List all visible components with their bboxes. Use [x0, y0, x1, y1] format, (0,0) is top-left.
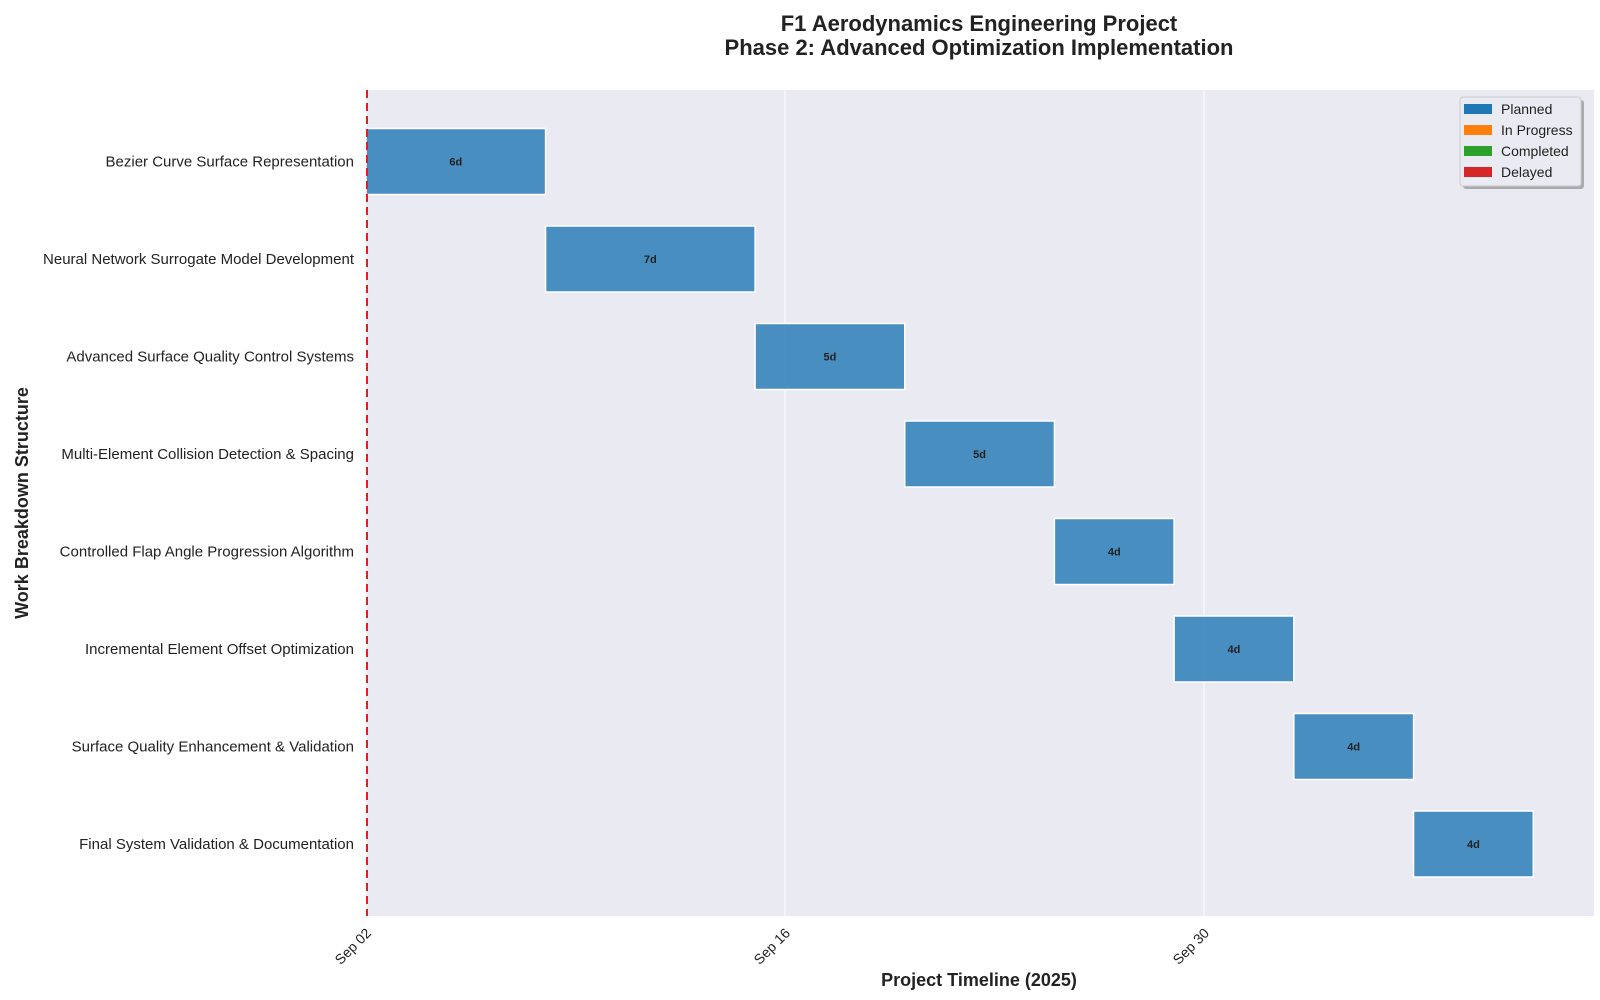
legend-label: Completed — [1501, 143, 1569, 159]
task-bar — [754, 322, 906, 391]
task-name-label: Bezier Curve Surface Representation — [106, 154, 354, 171]
task-bars: 6d 7d 5d 5d 4d 4d 4d 4d — [365, 127, 1535, 878]
task-duration-label: 4d — [1228, 644, 1241, 656]
legend-swatch — [1464, 125, 1492, 135]
legend-label: Delayed — [1501, 164, 1552, 180]
task-name-label: Neural Network Surrogate Model Developme… — [43, 251, 355, 268]
task-duration-label: 4d — [1108, 547, 1121, 559]
task-name-label: Final System Validation & Documentation — [79, 836, 354, 853]
task-name-label: Multi-Element Collision Detection & Spac… — [61, 446, 354, 463]
legend-swatch — [1464, 146, 1492, 156]
legend: Planned In Progress Completed Delayed — [1459, 96, 1584, 189]
task-labels: Bezier Curve Surface Representation Neura… — [43, 154, 355, 854]
plot-area — [366, 90, 1594, 916]
task-duration-label: 5d — [973, 449, 986, 461]
task-duration-label: 5d — [823, 352, 836, 364]
x-tick-label: Sep 16 — [750, 925, 793, 968]
task-name-label: Surface Quality Enhancement & Validation — [72, 739, 354, 756]
legend-swatch — [1464, 167, 1492, 177]
x-axis-ticks: Sep 02 Sep 16 Sep 30 — [331, 925, 1212, 968]
task-duration-label: 4d — [1467, 839, 1480, 851]
legend-label: In Progress — [1501, 122, 1573, 138]
task-name-label: Controlled Flap Angle Progression Algori… — [60, 544, 354, 561]
task-duration-label: 4d — [1347, 742, 1360, 754]
task-bar — [1053, 517, 1175, 586]
y-axis-title: Work Breakdown Structure — [12, 387, 32, 619]
task-bar — [544, 225, 756, 293]
x-tick-label: Sep 30 — [1169, 925, 1212, 968]
task-name-label: Incremental Element Offset Optimization — [85, 641, 354, 658]
task-bar — [1412, 810, 1535, 878]
task-bar — [903, 420, 1056, 488]
task-bar — [365, 127, 547, 196]
task-duration-label: 6d — [449, 157, 462, 169]
chart-title-line-2: Phase 2: Advanced Optimization Implement… — [725, 35, 1234, 60]
task-duration-label: 7d — [644, 254, 657, 266]
legend-box — [1459, 96, 1582, 187]
task-bar — [1293, 712, 1415, 781]
task-name-label: Advanced Surface Quality Control Systems — [66, 349, 354, 366]
x-tick-label: Sep 02 — [331, 925, 374, 968]
legend-label: Planned — [1501, 101, 1552, 117]
x-axis-title: Project Timeline (2025) — [881, 970, 1077, 990]
legend-swatch — [1464, 104, 1492, 114]
task-bar — [1173, 615, 1295, 683]
chart-title-line-1: F1 Aerodynamics Engineering Project — [781, 11, 1178, 36]
